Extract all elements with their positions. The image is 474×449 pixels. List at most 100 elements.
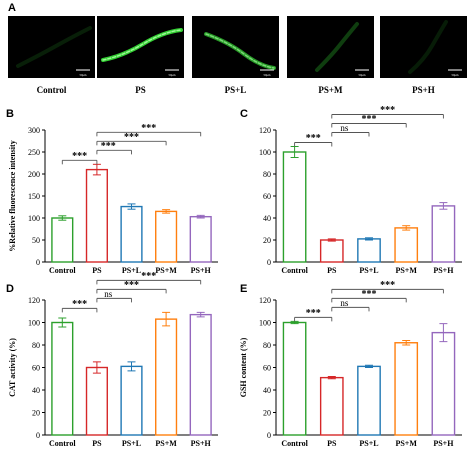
chart-e-y-tick-label: 80 xyxy=(263,341,271,350)
chart-e-x-tick-label: PS+L xyxy=(359,439,378,448)
chart-b-y-tick-label: 250 xyxy=(28,148,40,157)
worm-glow xyxy=(315,22,359,72)
chart-b-bar xyxy=(189,215,212,263)
micrograph-ps-l: 50μm xyxy=(192,16,279,78)
chart-e-x-tick-label: Control xyxy=(281,439,308,448)
chart-d-y-tick-label: 0 xyxy=(36,431,40,440)
chart-c-significance-label: *** xyxy=(380,105,395,116)
worm-glow xyxy=(16,26,92,68)
chart-d-y-label: CAT activity (%) xyxy=(8,338,17,397)
chart-e-significance-label: *** xyxy=(362,289,377,300)
chart-b-y-tick-label: 300 xyxy=(28,126,40,135)
panel-letter-e: E xyxy=(240,283,248,295)
chart-c-x-tick-label: PS xyxy=(327,266,337,275)
chart-c-bar xyxy=(319,239,344,263)
chart-b-x-tick-label: PS+H xyxy=(191,266,212,275)
panel-letter-c: C xyxy=(240,108,248,120)
chart-c-x-tick-label: PS+L xyxy=(359,266,378,275)
chart-e-y-tick-label: 0 xyxy=(267,431,271,440)
chart-d-y-tick-label: 100 xyxy=(28,319,40,328)
micrograph-label-ps: PS xyxy=(135,85,146,95)
chart-b-x-tick-label: PS+M xyxy=(155,266,177,275)
chart-e-y-tick-label: 60 xyxy=(263,364,271,373)
chart-b-x-tick-label: PS+L xyxy=(122,266,141,275)
chart-d-bar xyxy=(120,365,143,436)
chart-d-significance-label: *** xyxy=(141,271,156,282)
micrograph-ps-h: 50μm xyxy=(380,16,467,78)
micrograph-control: 50μm xyxy=(8,16,95,78)
chart-d-x-tick-label: PS xyxy=(92,439,102,448)
chart-b-y-tick-label: 0 xyxy=(36,258,40,267)
chart-b-y-tick-label: 200 xyxy=(28,170,40,179)
chart-d-x-tick-label: PS+L xyxy=(122,439,141,448)
chart-e-y-tick-label: 120 xyxy=(259,296,271,305)
chart-e-x-tick-label: PS+M xyxy=(395,439,417,448)
micrograph-ps-m: 50μm xyxy=(287,16,374,78)
chart-b-significance-label: *** xyxy=(124,132,139,143)
chart-c-x-tick-label: PS+H xyxy=(433,266,454,275)
scale-bar-label: 50μm xyxy=(452,73,460,77)
worm-glow-core xyxy=(205,33,275,69)
chart-d-bar xyxy=(51,321,74,436)
chart-d: 0 20 40 60 80 100 120 CAT activity (%) Control PS… xyxy=(8,271,218,448)
micrograph-label-control: Control xyxy=(36,85,67,95)
chart-e-significance-label: ns xyxy=(340,298,349,308)
chart-b-significance-label: *** xyxy=(141,123,156,134)
chart-d-bar xyxy=(155,318,178,436)
micrograph-label-ps-m: PS+M xyxy=(318,85,343,95)
chart-c-x-tick-label: PS+M xyxy=(395,266,417,275)
chart-e-bar xyxy=(319,376,344,436)
scale-bar-label: 50μm xyxy=(264,73,272,77)
chart-e-y-tick-label: 40 xyxy=(263,386,271,395)
chart-d-x-tick-label: Control xyxy=(49,439,76,448)
chart-c-x-tick-label: Control xyxy=(281,266,308,275)
micrograph-ps: 50μm xyxy=(97,16,184,78)
panel-letter-b: B xyxy=(6,108,14,120)
chart-d-significance-label: ns xyxy=(104,289,113,299)
chart-b-significance-label: *** xyxy=(101,141,116,152)
worm-glow xyxy=(408,20,448,74)
chart-d-y-tick-label: 120 xyxy=(28,296,40,305)
scale-bar-label: 50μm xyxy=(169,73,177,77)
chart-b-x-tick-label: Control xyxy=(49,266,76,275)
chart-d-bar xyxy=(85,366,108,436)
chart-b-y-tick-label: 150 xyxy=(28,192,40,201)
chart-e-x-tick-label: PS+H xyxy=(433,439,454,448)
chart-c-y-tick-label: 60 xyxy=(263,192,271,201)
chart-e-y-tick-label: 100 xyxy=(259,319,271,328)
chart-c-bar xyxy=(357,238,381,263)
scale-bar-label: 50μm xyxy=(359,73,367,77)
chart-d-significance-label: *** xyxy=(124,280,139,291)
chart-e-bar xyxy=(357,365,381,436)
chart-e-y-label: GSH content (%) xyxy=(239,337,248,397)
chart-e-significance-label: *** xyxy=(380,280,395,291)
chart-c-significance-label: *** xyxy=(362,114,377,125)
chart-c-y-tick-label: 100 xyxy=(259,148,271,157)
chart-b-y-tick-label: 100 xyxy=(28,214,40,223)
micrograph-label-ps-h: PS+H xyxy=(412,85,435,95)
chart-c-y-tick-label: 0 xyxy=(267,258,271,267)
panel-letter-a: A xyxy=(8,2,16,14)
chart-e: 0 20 40 60 80 100 120 GSH content (%) Control PS P… xyxy=(239,280,462,448)
chart-c-bar xyxy=(394,227,419,263)
chart-c-y-tick-label: 120 xyxy=(259,126,271,135)
chart-e-bar xyxy=(282,321,307,436)
chart-d-bar xyxy=(189,313,212,436)
chart-b-y-tick-label: 50 xyxy=(32,236,40,245)
chart-b: 0 50 100 150 200 250 300 %Relative fluorescence… xyxy=(8,123,218,275)
chart-d-significance-label: *** xyxy=(72,299,87,310)
chart-d-y-tick-label: 20 xyxy=(32,409,40,418)
chart-c: 0 20 40 60 80 100 120 Control PS PS+L PS+M PS+H *** n… xyxy=(259,105,462,275)
chart-e-y-tick-label: 20 xyxy=(263,409,271,418)
chart-c-bar xyxy=(431,205,456,263)
chart-c-y-tick-label: 20 xyxy=(263,236,271,245)
chart-d-y-tick-label: 60 xyxy=(32,364,40,373)
chart-b-y-label: %Relative fluorescence intensity xyxy=(8,140,17,251)
chart-b-bar xyxy=(85,168,108,263)
chart-d-y-tick-label: 40 xyxy=(32,386,40,395)
chart-c-bar xyxy=(282,151,307,263)
chart-c-significance-label: ns xyxy=(340,123,349,133)
chart-d-x-tick-label: PS+H xyxy=(191,439,212,448)
chart-b-bar xyxy=(155,210,178,263)
